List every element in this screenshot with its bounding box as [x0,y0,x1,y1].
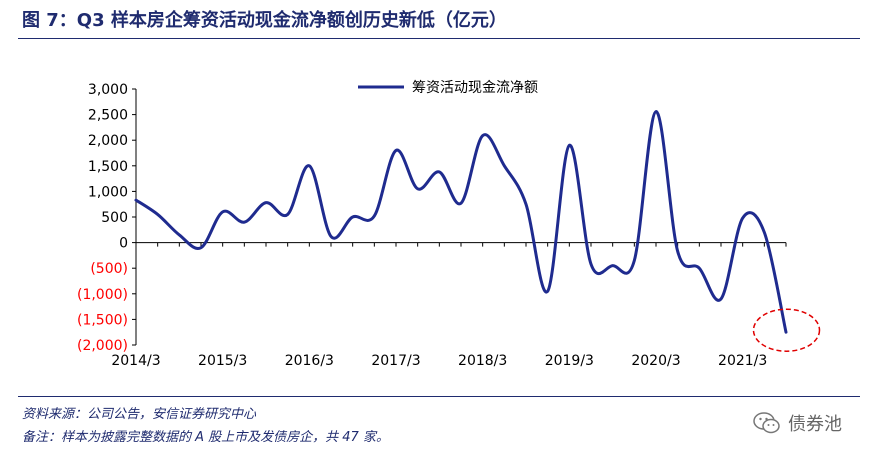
legend-label: 筹资活动现金流净额 [412,79,538,96]
x-tick-label: 2020/3 [631,353,680,369]
figure-title: 图 7：Q3 样本房企筹资活动现金流净额创历史新低（亿元） [22,10,507,31]
remark-note: 备注：样本为披露完整数据的 A 股上市及发债房企，共 47 家。 [22,430,389,445]
y-tick-label: 2,000 [88,133,128,149]
y-tick-label: (1,500) [77,312,128,328]
series-line-0 [134,110,788,334]
y-axis: 3,000 2,500 2,000 1,500 1,000 500 0 (500) (1,000… [77,82,137,354]
y-tick-label: 2,500 [88,108,128,124]
chart-legend: 筹资活动现金流净额 [358,79,538,96]
y-tick-label: 1,000 [88,184,128,200]
x-tick-label: 2021/3 [718,353,767,369]
x-tick-label: 2019/3 [545,353,594,369]
x-tick-label: 2017/3 [371,353,420,369]
x-tick-label: 2015/3 [198,353,247,369]
brand-name: 债券池 [788,414,842,435]
x-tick-label: 2018/3 [458,353,507,369]
wechat-icon [753,412,780,434]
x-tick-label: 2016/3 [285,353,334,369]
title-divider [18,38,860,39]
series-layer [134,110,788,334]
y-tick-label: 500 [101,210,128,226]
y-tick-label: 3,000 [88,82,128,98]
y-tick-label: (500) [90,261,128,277]
line-chart: 3,000 2,500 2,000 1,500 1,000 500 0 (500) (1,000… [77,79,821,369]
y-tick-label: 1,500 [88,159,128,175]
x-axis: 2014/3 2015/3 2016/3 2017/3 2018/3 2019/3 2020… [111,242,787,369]
y-tick-label: 0 [119,236,128,252]
y-tick-label: (1,000) [77,287,128,303]
highlight-ellipse [752,308,821,352]
annotation-layer [752,308,821,352]
notes-divider [18,396,860,397]
source-note: 资料来源：公司公告，安信证券研究中心 [22,407,257,422]
x-tick-label: 2014/3 [111,353,160,369]
brand-badge: 债券池 [752,410,842,436]
y-tick-label: (2,000) [77,338,128,354]
